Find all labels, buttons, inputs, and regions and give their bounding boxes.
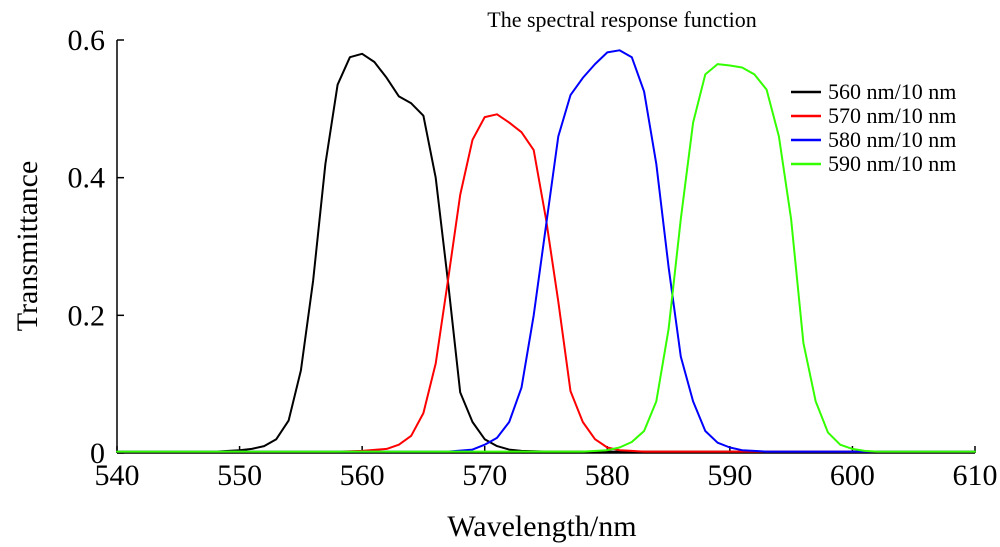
legend-label-2: 570 nm/10 nm — [828, 103, 956, 128]
y-tick-label: 0.2 — [68, 299, 106, 332]
series-line-4 — [116, 63, 976, 453]
x-tick-label: 560 — [340, 459, 385, 492]
x-tick-label: 540 — [95, 459, 140, 492]
y-axis-title: Transmittance — [11, 161, 44, 332]
y-tick-label: 0.4 — [68, 162, 106, 195]
legend-label-1: 560 nm/10 nm — [828, 79, 956, 104]
x-tick-label: 570 — [462, 459, 507, 492]
y-tick-label: 0 — [90, 437, 105, 470]
x-axis-title: Wavelength/nm — [447, 510, 636, 543]
chart-title: The spectral response function — [487, 7, 756, 32]
legend-label-4: 590 nm/10 nm — [828, 151, 956, 176]
x-tick-label: 590 — [707, 459, 752, 492]
series-line-1 — [116, 52, 976, 453]
y-tick-label: 0.6 — [68, 24, 106, 57]
x-tick-label: 610 — [953, 459, 998, 492]
series-line-3 — [116, 49, 976, 453]
legend-label-3: 580 nm/10 nm — [828, 127, 956, 152]
x-tick-label: 550 — [217, 459, 262, 492]
x-tick-label: 580 — [585, 459, 630, 492]
x-tick-label: 600 — [830, 459, 875, 492]
plot-area: 540 550 560 570 580 590 600 610 0 0.2 0.4 0.6 — [68, 24, 998, 492]
